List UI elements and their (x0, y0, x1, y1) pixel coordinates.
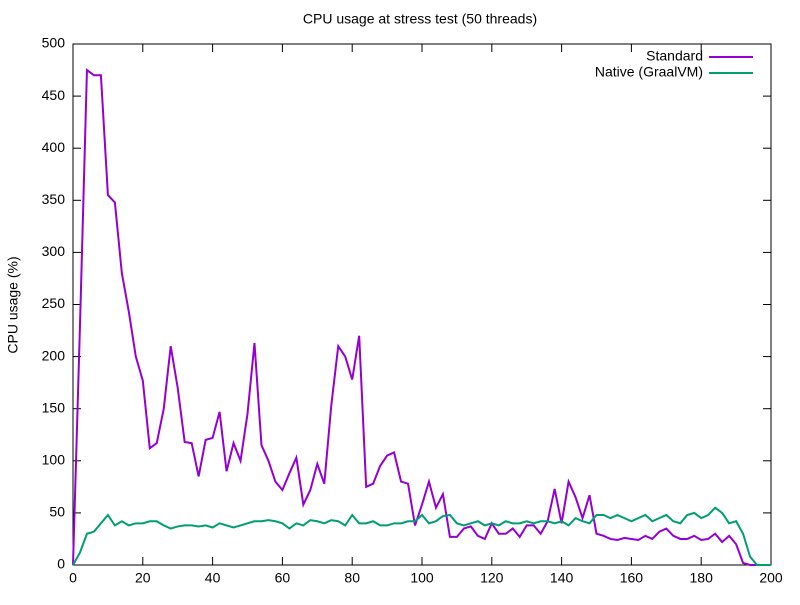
y-tick-label: 450 (42, 87, 66, 103)
y-tick-label: 150 (42, 399, 66, 415)
y-tick-label: 250 (42, 295, 66, 311)
y-tick-label: 200 (42, 347, 66, 363)
chart-title: CPU usage at stress test (50 threads) (303, 11, 537, 27)
x-tick-label: 140 (550, 570, 574, 586)
y-tick-label: 400 (42, 139, 66, 155)
y-tick-label: 300 (42, 243, 66, 259)
y-tick-label: 100 (42, 452, 66, 468)
x-tick-label: 80 (344, 570, 360, 586)
x-tick-label: 60 (275, 570, 291, 586)
series-line (72, 506, 771, 566)
y-tick-label: 0 (57, 556, 65, 572)
x-tick-label: 180 (690, 570, 714, 586)
plot-border (72, 43, 772, 566)
x-tick-label: 0 (69, 570, 77, 586)
x-tick-label: 120 (480, 570, 504, 586)
x-tick-label: 20 (135, 570, 151, 586)
legend-label: Native (GraalVM) (595, 64, 703, 80)
x-tick-label: 100 (410, 570, 434, 586)
y-tick-label: 350 (42, 191, 66, 207)
series-line (72, 68, 771, 566)
y-axis-label: CPU usage (%) (5, 256, 21, 353)
x-tick-label: 160 (620, 570, 644, 586)
x-tick-label: 200 (759, 570, 783, 586)
x-tick-label: 40 (205, 570, 221, 586)
y-tick-label: 500 (42, 35, 66, 51)
legend-label: Standard (646, 48, 703, 64)
y-tick-label: 50 (49, 504, 65, 520)
